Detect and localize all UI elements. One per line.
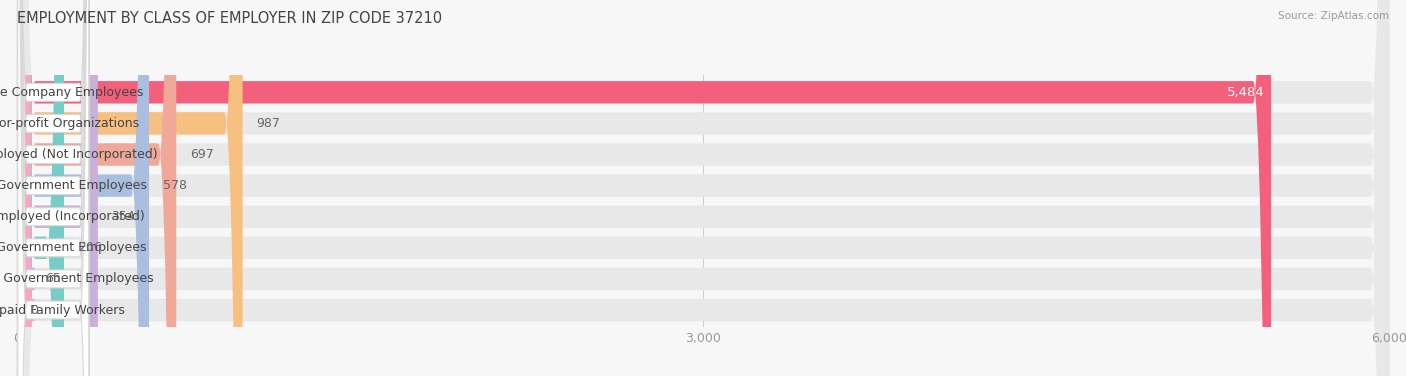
FancyBboxPatch shape xyxy=(18,0,89,376)
FancyBboxPatch shape xyxy=(17,0,176,376)
Text: Self-Employed (Incorporated): Self-Employed (Incorporated) xyxy=(0,210,145,223)
Text: Source: ZipAtlas.com: Source: ZipAtlas.com xyxy=(1278,11,1389,21)
FancyBboxPatch shape xyxy=(17,0,1389,376)
FancyBboxPatch shape xyxy=(17,0,98,376)
Text: 0: 0 xyxy=(31,303,38,317)
FancyBboxPatch shape xyxy=(17,0,149,376)
Text: 578: 578 xyxy=(163,179,187,192)
Text: 5,484: 5,484 xyxy=(1226,86,1264,99)
Text: Self-Employed (Not Incorporated): Self-Employed (Not Incorporated) xyxy=(0,148,157,161)
FancyBboxPatch shape xyxy=(17,0,1389,376)
FancyBboxPatch shape xyxy=(13,0,35,376)
FancyBboxPatch shape xyxy=(18,0,89,376)
Text: State Government Employees: State Government Employees xyxy=(0,241,148,254)
FancyBboxPatch shape xyxy=(17,0,1389,376)
Text: Not-for-profit Organizations: Not-for-profit Organizations xyxy=(0,117,139,130)
Text: 206: 206 xyxy=(77,241,101,254)
Text: Federal Government Employees: Federal Government Employees xyxy=(0,273,153,285)
FancyBboxPatch shape xyxy=(17,0,1389,376)
Text: Local Government Employees: Local Government Employees xyxy=(0,179,146,192)
Text: 65: 65 xyxy=(45,273,62,285)
FancyBboxPatch shape xyxy=(18,0,89,376)
FancyBboxPatch shape xyxy=(17,0,243,376)
Text: 987: 987 xyxy=(256,117,280,130)
FancyBboxPatch shape xyxy=(18,0,89,376)
FancyBboxPatch shape xyxy=(17,0,65,376)
FancyBboxPatch shape xyxy=(18,0,89,376)
Text: Unpaid Family Workers: Unpaid Family Workers xyxy=(0,303,125,317)
FancyBboxPatch shape xyxy=(18,0,89,376)
FancyBboxPatch shape xyxy=(17,0,1271,376)
FancyBboxPatch shape xyxy=(14,0,35,376)
FancyBboxPatch shape xyxy=(17,0,1389,376)
FancyBboxPatch shape xyxy=(17,0,1389,376)
Text: EMPLOYMENT BY CLASS OF EMPLOYER IN ZIP CODE 37210: EMPLOYMENT BY CLASS OF EMPLOYER IN ZIP C… xyxy=(17,11,441,26)
FancyBboxPatch shape xyxy=(17,0,1389,376)
Text: 354: 354 xyxy=(111,210,135,223)
FancyBboxPatch shape xyxy=(18,0,89,376)
Text: Private Company Employees: Private Company Employees xyxy=(0,86,143,99)
FancyBboxPatch shape xyxy=(18,0,89,376)
Text: 697: 697 xyxy=(190,148,214,161)
FancyBboxPatch shape xyxy=(17,0,1389,376)
